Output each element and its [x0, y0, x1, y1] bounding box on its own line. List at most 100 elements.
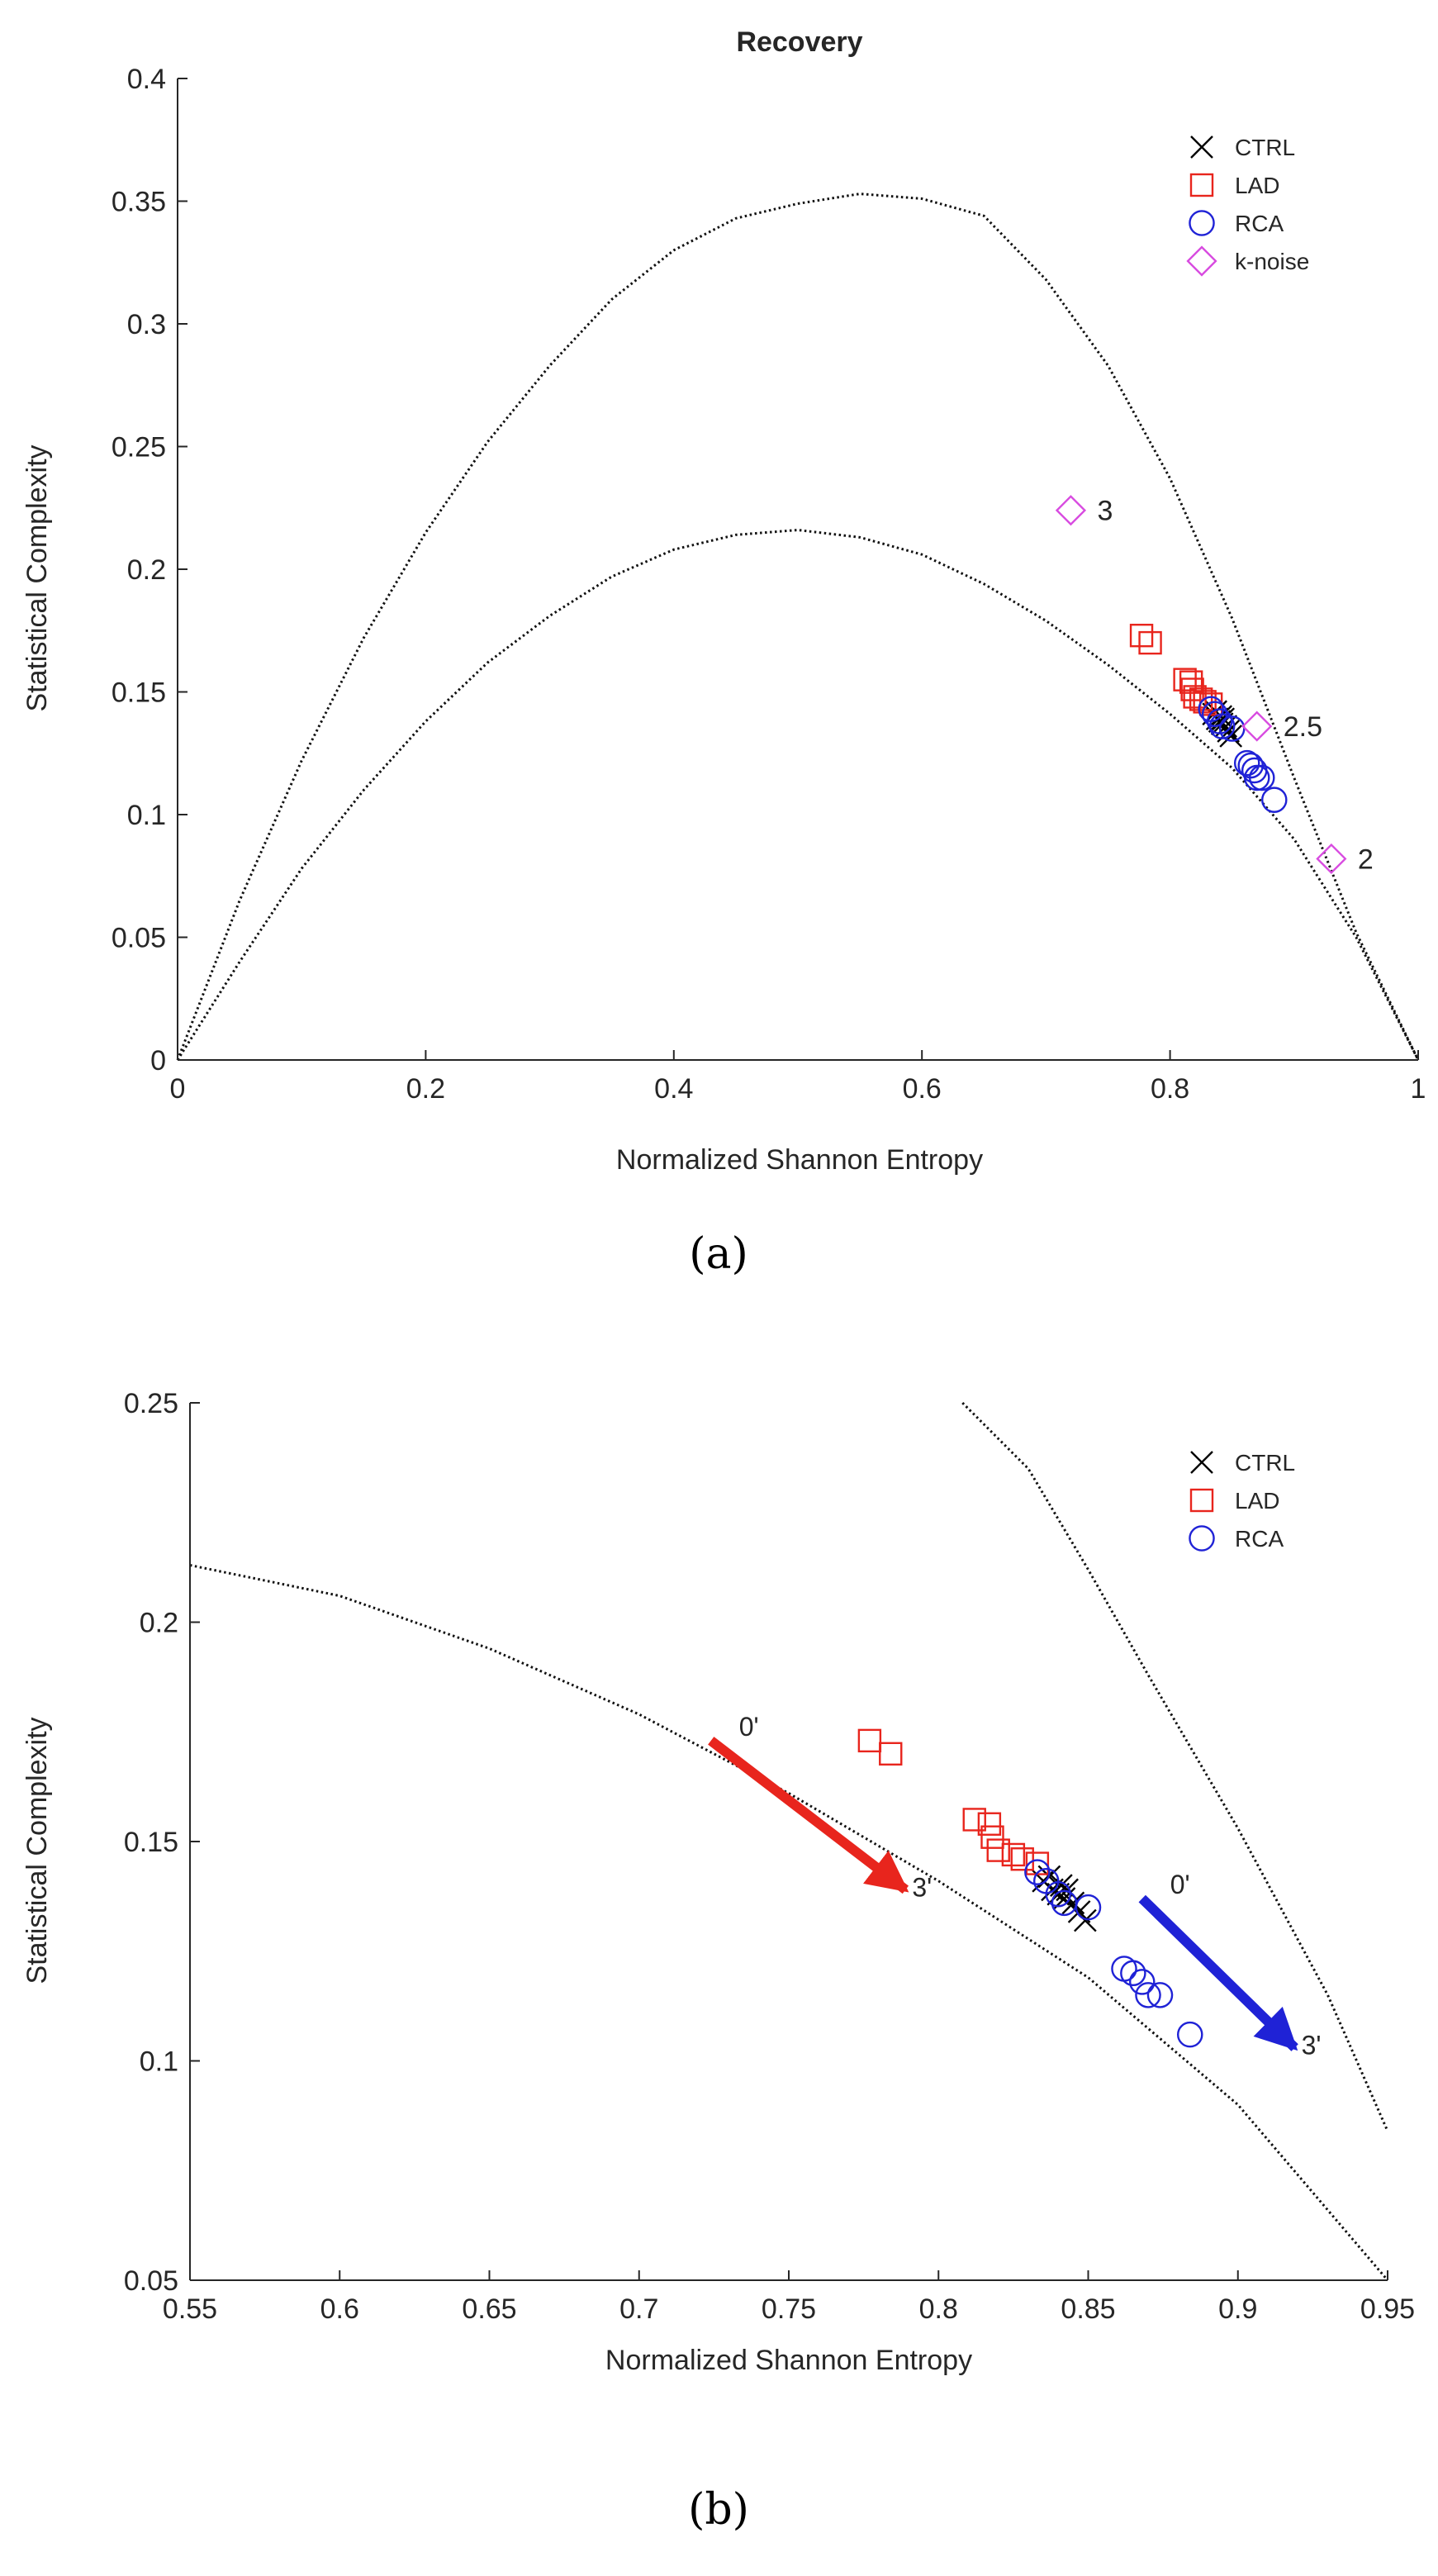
data-points: 32.52: [1055, 495, 1374, 875]
trend-arrows: 0' 3' 0' 3': [708, 1712, 1322, 2060]
data-point-lad: [1129, 623, 1154, 648]
axes: 0 0.2 0.4 0.6 0.8 1 0 0.05 0.1 0.15 0.2 0.25 0.3 0.35…: [112, 64, 1426, 1105]
legend-marker-ctrl: [1190, 135, 1213, 159]
data-point-ctrl: [1050, 1874, 1073, 1897]
data-point-rca: [1248, 764, 1275, 791]
upper-boundary-curve: [176, 192, 1420, 1061]
x-tick-label: 0.9: [1218, 2293, 1257, 2325]
legend-marker-lad: [1189, 1488, 1214, 1513]
data-point-lad: [986, 1838, 1010, 1862]
y-tick-label: 0.05: [124, 2265, 178, 2297]
x-tick-label: 0.7: [619, 2293, 658, 2325]
y-tick-label: 0.35: [112, 187, 166, 218]
arrow-end-label: 3': [912, 1872, 932, 1902]
data-point-rca: [1206, 708, 1233, 734]
arrow-start-label: 0': [739, 1712, 759, 1742]
y-tick-label: 0.1: [127, 800, 166, 831]
data-point-lad: [1138, 630, 1162, 655]
y-tick-label: 0.4: [127, 64, 166, 95]
legend-marker-lad: [1189, 173, 1214, 197]
data-point-k-noise: [1241, 711, 1273, 742]
x-tick-label: 0: [170, 1073, 186, 1105]
point-label: 2: [1358, 844, 1374, 875]
data-point-rca: [1261, 787, 1288, 813]
data-point-rca: [1120, 1960, 1146, 1987]
boundary-curves: [189, 1401, 1389, 2281]
legend: CTRL LAD RCA k-noise: [1186, 135, 1309, 277]
legend-marker-rca: [1189, 210, 1215, 236]
point-label: 3: [1097, 496, 1113, 527]
panel-b: 0.55 0.6 0.65 0.7 0.75 0.8 0.85 0.9 0.95 0.05 0.1 0…: [21, 1388, 1415, 2535]
y-tick-label: 0.15: [124, 1827, 178, 1858]
legend-label: LAD: [1235, 173, 1279, 198]
y-tick-label: 0.2: [140, 1608, 178, 1639]
data-point-k-noise: [1055, 495, 1087, 526]
x-tick-label: 0.4: [654, 1073, 693, 1105]
data-point-lad: [977, 1812, 1002, 1836]
data-point-lad: [1010, 1847, 1034, 1871]
x-tick-label: 0.85: [1061, 2293, 1115, 2325]
legend: CTRL LAD RCA: [1189, 1450, 1295, 1552]
data-point-rca: [1135, 1982, 1161, 2008]
arrow-start-label: 0': [1170, 1870, 1190, 1899]
point-label: 2.5: [1284, 711, 1322, 743]
x-tick-label: 0.75: [762, 2293, 816, 2325]
legend-label: CTRL: [1235, 135, 1295, 160]
axes: 0.55 0.6 0.65 0.7 0.75 0.8 0.85 0.9 0.95 0.05 0.1 0…: [124, 1388, 1415, 2325]
legend-marker-k-noise: [1186, 245, 1217, 277]
data-point-rca: [1045, 1880, 1072, 1908]
arrow-lad: [708, 1737, 909, 1894]
data-point-ctrl: [1219, 725, 1243, 748]
legend-label: CTRL: [1235, 1450, 1295, 1476]
data-point-k-noise: [1316, 843, 1347, 875]
data-point-rca: [1176, 2021, 1203, 2048]
boundary-curves: [176, 192, 1420, 1061]
x-tick-label: 0.55: [163, 2293, 217, 2325]
panel-a: Recovery 0 0.2 0.4 0.6 0.8 1 0 0.05 0.1 0.15 0.2 0.…: [21, 26, 1426, 1279]
x-tick-label: 0.8: [1151, 1073, 1189, 1105]
y-tick-label: 0.3: [127, 309, 166, 340]
chart-title: Recovery: [736, 26, 862, 58]
x-tick-label: 0.95: [1360, 2293, 1415, 2325]
data-point-rca: [1233, 749, 1260, 777]
data-point-rca: [1201, 701, 1228, 727]
x-tick-label: 0.65: [462, 2293, 516, 2325]
x-axis-label: Normalized Shannon Entropy: [616, 1144, 983, 1176]
legend-label: RCA: [1235, 211, 1284, 236]
data-point-rca: [1208, 713, 1236, 739]
legend-marker-ctrl: [1190, 1451, 1213, 1474]
x-tick-label: 0.6: [903, 1073, 942, 1105]
data-point-rca: [1146, 1982, 1174, 2008]
y-axis-label: Statistical Complexity: [21, 444, 53, 711]
data-points: [857, 1728, 1203, 2048]
data-point-lad: [857, 1728, 882, 1753]
x-tick-label: 0.2: [406, 1073, 445, 1105]
data-point-lad: [962, 1808, 986, 1832]
data-point-lad: [879, 1742, 903, 1766]
x-tick-label: 1: [1411, 1073, 1426, 1105]
data-point-rca: [1024, 1859, 1051, 1885]
y-tick-label: 0.25: [112, 432, 166, 463]
data-point-lad: [1001, 1842, 1026, 1867]
y-tick-label: 0.1: [140, 2046, 178, 2078]
data-point-rca: [1128, 1969, 1156, 1995]
lower-boundary-curve: [189, 1564, 1389, 2281]
legend-label: RCA: [1235, 1526, 1284, 1552]
data-point-lad: [980, 1825, 1004, 1849]
y-tick-label: 0.25: [124, 1388, 178, 1419]
arrow-end-label: 3': [1302, 2031, 1322, 2060]
legend-label: k-noise: [1235, 249, 1309, 274]
lower-boundary-curve: [176, 528, 1420, 1061]
x-tick-label: 0.6: [320, 2293, 359, 2325]
arrow-rca: [1138, 1894, 1298, 2051]
panel-caption: (a): [689, 1229, 748, 1279]
legend-label: LAD: [1235, 1488, 1279, 1514]
y-tick-label: 0.2: [127, 554, 166, 586]
panel-caption: (b): [688, 2485, 749, 2535]
y-tick-label: 0: [150, 1045, 166, 1077]
x-tick-label: 0.8: [919, 2293, 958, 2325]
upper-boundary-curve: [961, 1401, 1389, 2132]
y-axis-label: Statistical Complexity: [21, 1717, 53, 1984]
data-point-rca: [1075, 1894, 1102, 1921]
